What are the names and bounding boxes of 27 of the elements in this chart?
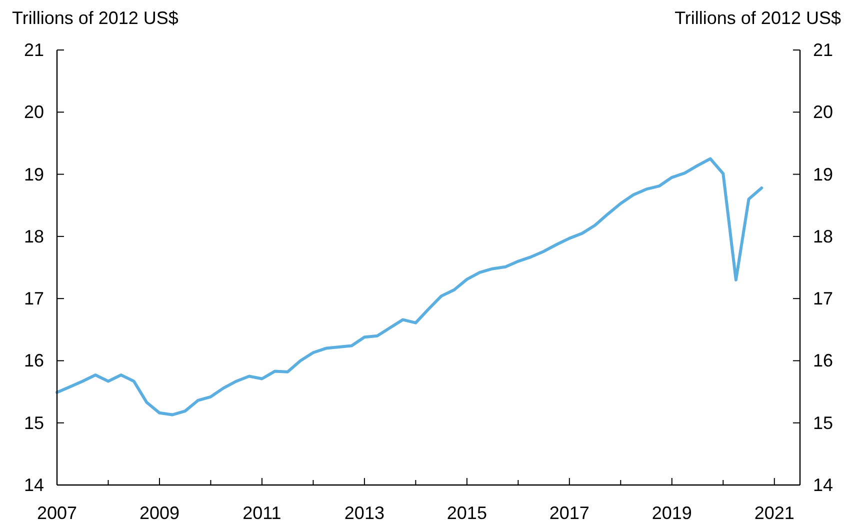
y2-tick-label: 20 <box>813 102 834 122</box>
y2-tick-label: 18 <box>813 226 834 246</box>
y-tick-label: 21 <box>24 40 44 60</box>
y-tick-label: 20 <box>24 102 44 122</box>
x-tick-label: 2013 <box>344 503 384 523</box>
y-tick-label: 18 <box>24 226 44 246</box>
y-tick-label: 19 <box>24 164 44 184</box>
x-tick-label: 2015 <box>446 503 487 523</box>
y2-axis-title: Trillions of 2012 US$ <box>674 8 841 28</box>
x-tick-label: 2007 <box>36 503 78 523</box>
y-tick-label: 15 <box>24 412 44 433</box>
line-series <box>56 157 764 416</box>
x-tick-label: 2017 <box>549 503 590 523</box>
y-tick-label: 16 <box>24 350 44 371</box>
y-tick-label: 17 <box>24 288 44 309</box>
y-axis-title: Trillions of 2012 US$ <box>12 8 178 28</box>
x-tick-label: 2021 <box>754 503 794 523</box>
x-tick-label: 2011 <box>242 503 282 523</box>
y2-tick-label: 17 <box>813 288 834 309</box>
y2-tick-label: 16 <box>813 350 834 371</box>
x-tick-label: 2009 <box>139 503 180 523</box>
y2-tick-label: 21 <box>813 40 834 60</box>
y2-tick-label: 14 <box>813 475 834 495</box>
y-tick-label: 14 <box>24 475 44 495</box>
y2-tick-label: 15 <box>813 412 834 433</box>
y2-tick-label: 19 <box>813 164 834 184</box>
x-tick-label: 2019 <box>652 503 692 523</box>
